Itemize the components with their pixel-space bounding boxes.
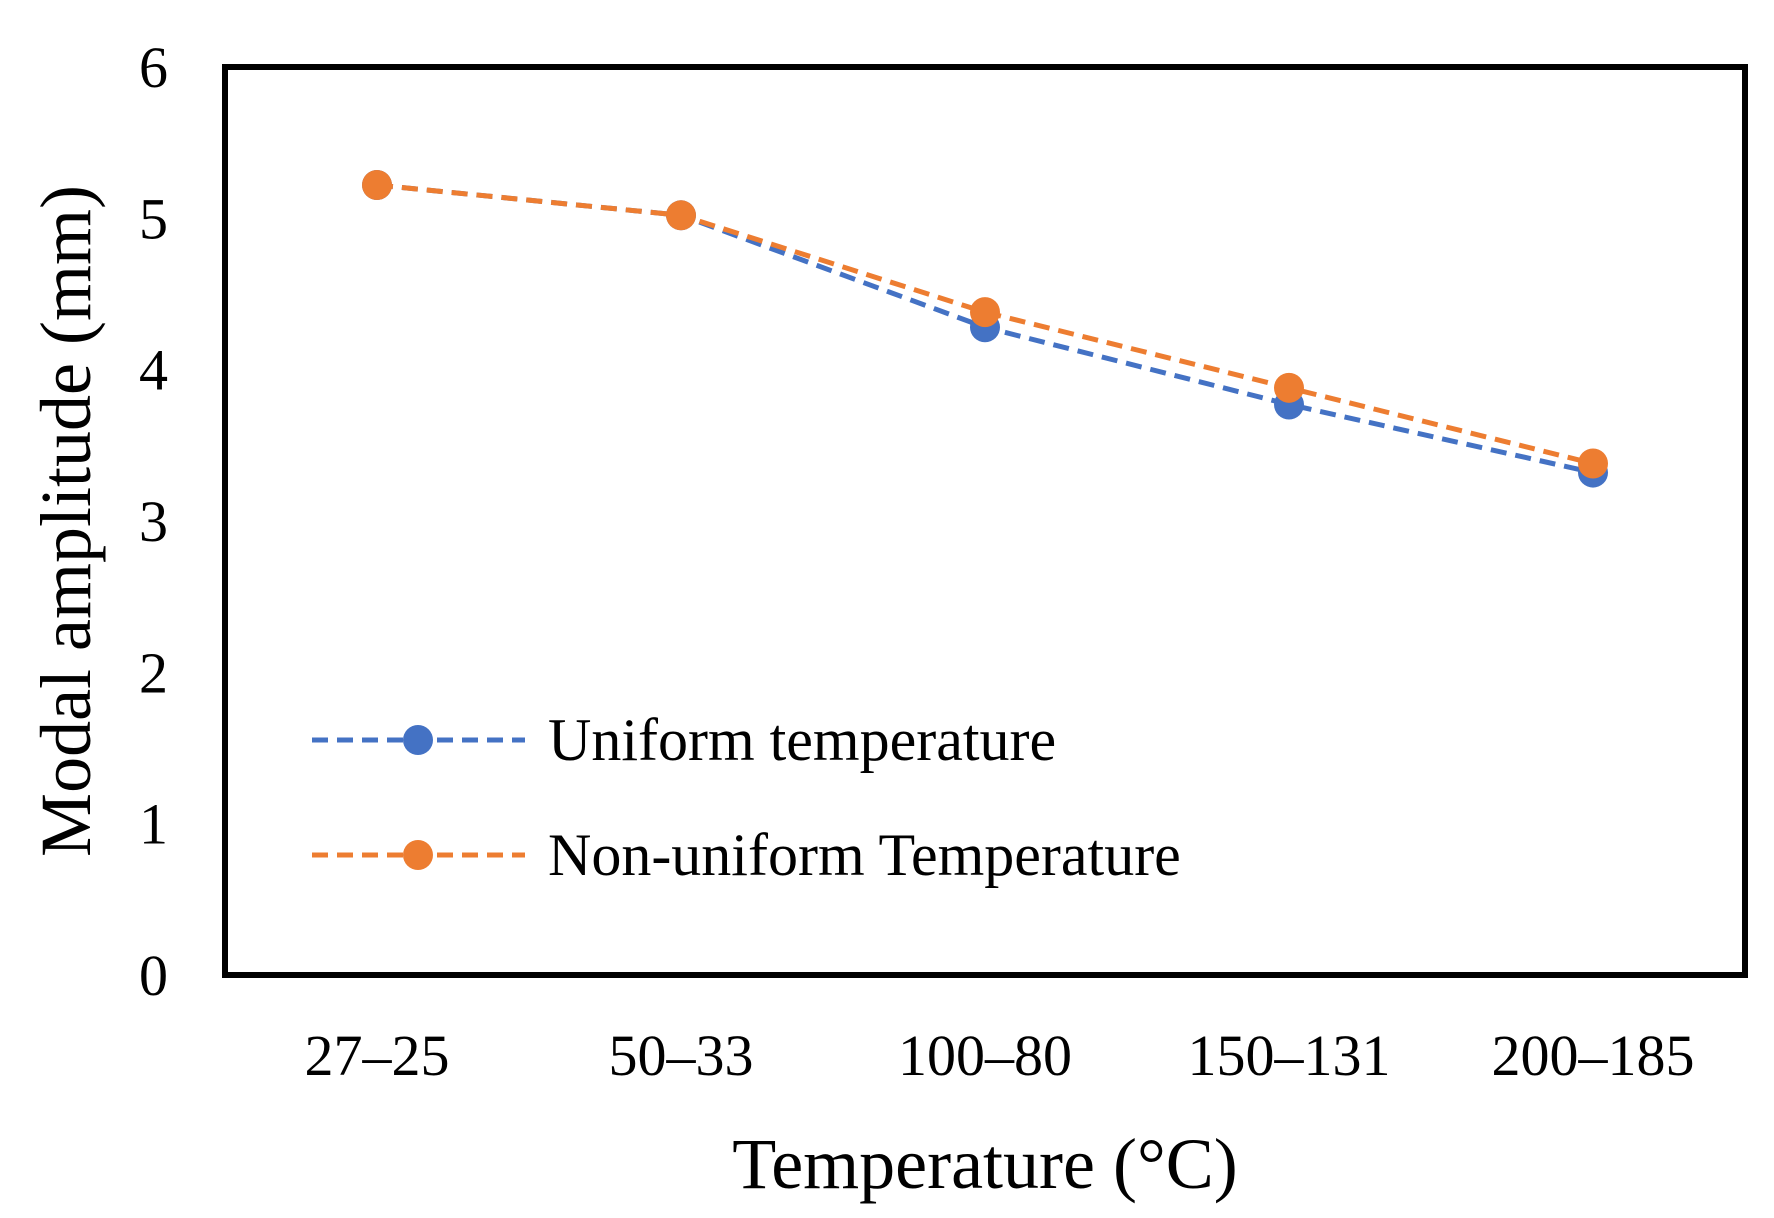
- legend-marker-uniform: [403, 725, 433, 755]
- x-tick-label-2: 100–80: [898, 1023, 1072, 1088]
- legend: Uniform temperature Non-uniform Temperat…: [312, 707, 1181, 888]
- y-tick-label-5: 5: [139, 186, 168, 251]
- y-axis-ticks: 0 1 2 3 4 5 6: [139, 35, 168, 1008]
- y-tick-label-6: 6: [139, 35, 168, 100]
- plot-area: [222, 64, 1748, 978]
- legend-label-non-uniform: Non-uniform Temperature: [548, 822, 1181, 888]
- x-tick-label-1: 50–33: [609, 1023, 754, 1088]
- data-point-1-0[interactable]: [362, 170, 392, 201]
- y-tick-label-2: 2: [139, 640, 168, 705]
- legend-item-uniform[interactable]: Uniform temperature: [312, 707, 1056, 773]
- y-axis-title: Modal amplitude (mm): [26, 185, 106, 857]
- legend-item-non-uniform[interactable]: Non-uniform Temperature: [312, 822, 1181, 888]
- series-0: [362, 170, 1608, 488]
- legend-label-uniform: Uniform temperature: [548, 707, 1056, 773]
- series-line-1: [376, 182, 1594, 466]
- y-tick-label-3: 3: [139, 489, 168, 554]
- series-layer: [362, 170, 1608, 488]
- x-axis-title: Temperature (°C): [732, 1124, 1238, 1204]
- x-tick-label-4: 200–185: [1492, 1023, 1695, 1088]
- data-point-1-2[interactable]: [970, 297, 1000, 328]
- y-tick-label-0: 0: [139, 943, 168, 1008]
- x-tick-label-3: 150–131: [1188, 1023, 1391, 1088]
- x-axis-ticks: 27–25 50–33 100–80 150–131 200–185: [305, 1023, 1695, 1088]
- data-point-1-4[interactable]: [1578, 448, 1608, 479]
- y-tick-label-4: 4: [139, 338, 168, 403]
- x-tick-label-0: 27–25: [305, 1023, 450, 1088]
- legend-marker-non-uniform: [403, 840, 433, 870]
- y-tick-label-1: 1: [139, 792, 168, 857]
- data-point-1-1[interactable]: [666, 200, 696, 231]
- data-point-1-3[interactable]: [1274, 372, 1304, 403]
- series-1: [362, 170, 1608, 479]
